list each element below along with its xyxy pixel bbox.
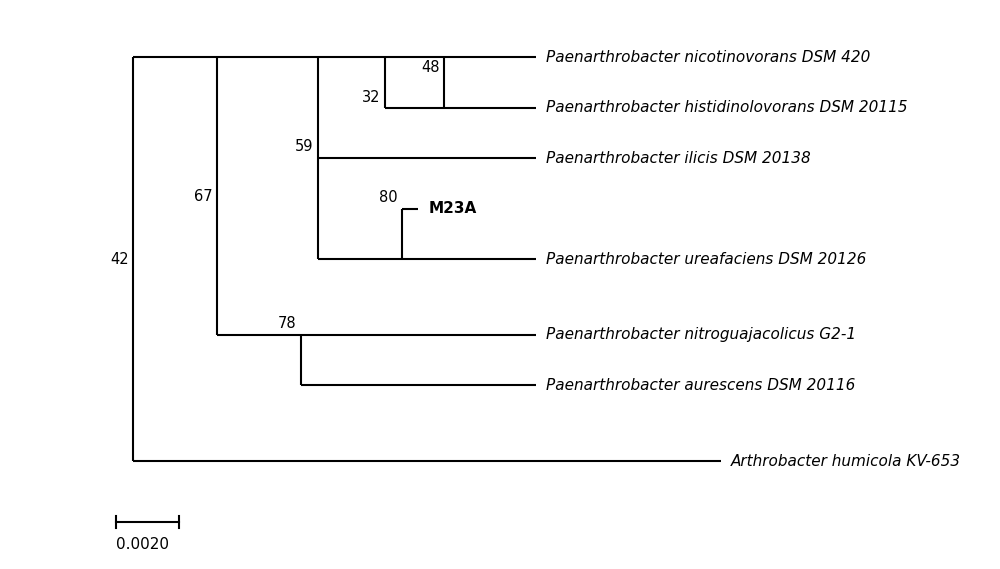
Text: Paenarthrobacter histidinolovorans DSM 20115: Paenarthrobacter histidinolovorans DSM 2… [546,100,908,116]
Text: 42: 42 [110,251,129,267]
Text: Paenarthrobacter aurescens DSM 20116: Paenarthrobacter aurescens DSM 20116 [546,378,855,393]
Text: 80: 80 [379,190,397,205]
Text: 78: 78 [278,316,297,331]
Text: Paenarthrobacter ureafaciens DSM 20126: Paenarthrobacter ureafaciens DSM 20126 [546,251,866,267]
Text: Paenarthrobacter ilicis DSM 20138: Paenarthrobacter ilicis DSM 20138 [546,151,811,166]
Text: 48: 48 [421,60,439,75]
Text: Arthrobacter humicola KV-653: Arthrobacter humicola KV-653 [731,453,961,469]
Text: 0.0020: 0.0020 [116,537,169,552]
Text: Paenarthrobacter nitroguajacolicus G2-1: Paenarthrobacter nitroguajacolicus G2-1 [546,328,856,343]
Text: 32: 32 [362,90,381,105]
Text: Paenarthrobacter nicotinovorans DSM 420: Paenarthrobacter nicotinovorans DSM 420 [546,50,870,65]
Text: 59: 59 [295,139,313,154]
Text: M23A: M23A [428,201,477,216]
Text: 67: 67 [194,189,213,204]
